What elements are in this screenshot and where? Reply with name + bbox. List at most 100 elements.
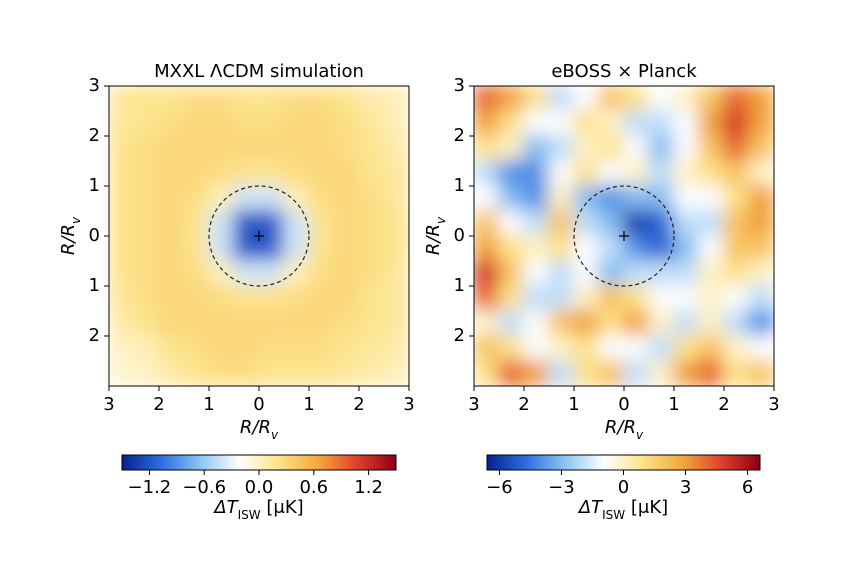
- heatmap-cell: [723, 310, 750, 337]
- heatmap-cell: [258, 285, 285, 312]
- heatmap-cell: [283, 86, 310, 112]
- heatmap-cell: [208, 285, 235, 312]
- x-tick-label: 2: [518, 394, 529, 415]
- heatmap-cell: [723, 285, 750, 312]
- heatmap-cell: [283, 285, 310, 312]
- x-tick-label: 1: [568, 394, 579, 415]
- heatmap-cell: [573, 285, 600, 312]
- heatmap-cell: [698, 235, 725, 262]
- heatmap-cell: [233, 260, 260, 287]
- heatmap-cell: [208, 160, 235, 187]
- heatmap-cell: [258, 235, 285, 262]
- heatmap-cell: [308, 335, 335, 362]
- colorbar-tick-label: 0: [618, 477, 629, 498]
- heatmap-cell: [283, 360, 310, 386]
- heatmap-cell: [673, 135, 700, 162]
- heatmap-cell: [133, 335, 160, 362]
- heatmap-cell: [623, 260, 650, 287]
- heatmap-cell: [548, 235, 575, 262]
- y-tick-label: 2: [89, 125, 100, 146]
- heatmap-cell: [283, 310, 310, 337]
- heatmap-cell: [498, 185, 525, 212]
- heatmap-cell: [308, 86, 335, 112]
- heatmap-cell: [208, 310, 235, 337]
- heatmap-cell: [673, 360, 700, 386]
- heatmap-cell: [598, 360, 625, 386]
- heatmap-cell: [474, 335, 500, 362]
- heatmap-cell: [283, 135, 310, 162]
- heatmap-cell: [523, 335, 550, 362]
- heatmap-cell: [308, 135, 335, 162]
- heatmap-cell: [498, 260, 525, 287]
- heatmap-cell: [623, 335, 650, 362]
- heatmap-cells: [474, 86, 774, 386]
- heatmap-cell: [474, 360, 500, 386]
- heatmap-cell: [748, 335, 774, 362]
- heatmap-cell: [383, 285, 409, 312]
- heatmap-cell: [548, 86, 575, 112]
- heatmap-cell: [548, 310, 575, 337]
- colorbar-label: ΔTISW [μK]: [212, 497, 303, 522]
- heatmap-cell: [573, 310, 600, 337]
- heatmap-cell: [523, 110, 550, 137]
- heatmap-cell: [623, 135, 650, 162]
- heatmap-cell: [208, 135, 235, 162]
- heatmap-cell: [598, 310, 625, 337]
- y-axis-label: R/Rv: [58, 216, 83, 255]
- heatmap-cell: [698, 285, 725, 312]
- heatmap-cell: [474, 110, 500, 137]
- heatmap-cell: [573, 86, 600, 112]
- heatmap-cell: [573, 135, 600, 162]
- heatmap: [474, 86, 774, 386]
- heatmap-cell: [258, 310, 285, 337]
- heatmap-cell: [358, 210, 385, 237]
- heatmap-cell: [474, 210, 500, 237]
- heatmap-cell: [723, 135, 750, 162]
- heatmap-cell: [748, 135, 774, 162]
- heatmap-cell: [723, 160, 750, 187]
- heatmap-cell: [548, 135, 575, 162]
- heatmap-cell: [548, 360, 575, 386]
- heatmap-cell: [548, 210, 575, 237]
- x-axis-label: R/Rv: [605, 417, 644, 442]
- heatmap-cell: [133, 285, 160, 312]
- x-tick-label: 1: [668, 394, 679, 415]
- void-radius: [573, 185, 675, 287]
- heatmap-cell: [208, 110, 235, 137]
- heatmap-cell: [133, 235, 160, 262]
- heatmap-cell: [474, 160, 500, 187]
- heatmap-cell: [698, 360, 725, 386]
- heatmap-cell: [748, 285, 774, 312]
- heatmap-cell: [573, 235, 600, 262]
- heatmap-cell: [308, 285, 335, 312]
- heatmap-cell: [109, 360, 135, 386]
- heatmap-cell: [208, 235, 235, 262]
- y-tick-label: 2: [89, 325, 100, 346]
- heatmap-cell: [548, 110, 575, 137]
- heatmap-cell: [673, 185, 700, 212]
- x-tick-label: 0: [618, 394, 629, 415]
- heatmap-cell: [673, 86, 700, 112]
- heatmap-cell: [358, 310, 385, 337]
- heatmap-cell: [598, 210, 625, 237]
- heatmap-cell: [723, 360, 750, 386]
- heatmap-cell: [573, 260, 600, 287]
- heatmap-cell: [523, 285, 550, 312]
- heatmap-cell: [523, 210, 550, 237]
- heatmap-cell: [308, 160, 335, 187]
- heatmap-cell: [333, 110, 360, 137]
- panel-title: MXXL ΛCDM simulation: [154, 61, 364, 82]
- heatmap-cell: [158, 310, 185, 337]
- heatmap-cell: [333, 210, 360, 237]
- heatmap-cell: [748, 310, 774, 337]
- heatmap-cell: [133, 160, 160, 187]
- heatmap-cell: [358, 285, 385, 312]
- heatmap-cell: [648, 260, 675, 287]
- void-radius: [208, 185, 310, 287]
- heatmap-cell: [333, 235, 360, 262]
- heatmap-cell: [474, 86, 500, 112]
- heatmap-cell: [748, 210, 774, 237]
- heatmap-cell: [258, 360, 285, 386]
- heatmap-cell: [383, 160, 409, 187]
